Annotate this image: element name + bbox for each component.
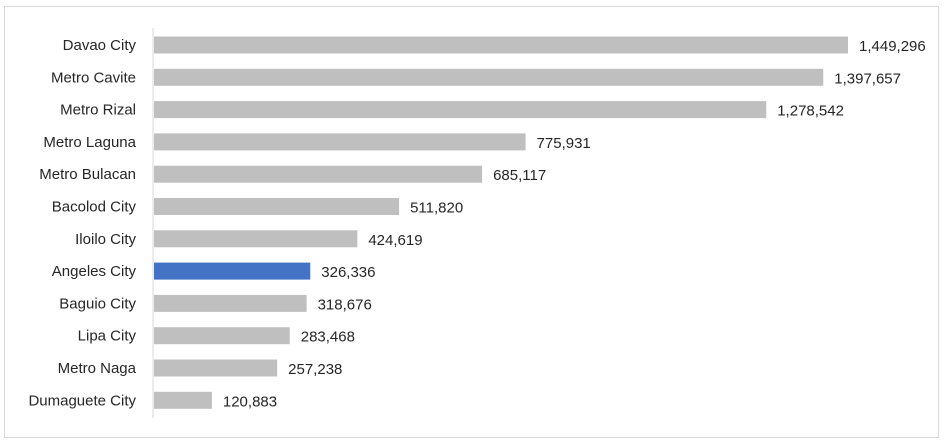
category-label: Dumaguete City	[28, 392, 136, 409]
bar-davao-city	[154, 36, 848, 54]
bar-dumaguete-city	[154, 391, 212, 409]
value-label: 1,449,296	[859, 38, 926, 55]
bar-metro-rizal	[154, 101, 767, 119]
bar-lipa-city	[154, 327, 290, 345]
value-label: 120,883	[223, 393, 277, 410]
bar-baguio-city	[154, 294, 307, 312]
category-label: Metro Cavite	[51, 69, 136, 86]
bar-angeles-city	[154, 262, 311, 280]
category-label: Metro Laguna	[43, 134, 136, 151]
value-labels-group: 1,449,296 1,397,657 1,278,542 775,931 685,11…	[223, 38, 926, 410]
category-label: Metro Naga	[58, 360, 137, 377]
value-label: 318,676	[318, 296, 372, 313]
bar-metro-bulacan	[154, 165, 483, 183]
bar-iloilo-city	[154, 230, 358, 248]
category-label: Davao City	[63, 37, 137, 54]
bar-metro-cavite	[154, 68, 824, 86]
value-label: 1,397,657	[834, 70, 901, 87]
category-label: Baguio City	[59, 295, 136, 312]
category-label: Bacolod City	[52, 199, 137, 216]
category-label: Lipa City	[78, 328, 137, 345]
value-label: 685,117	[493, 167, 546, 184]
category-label: Iloilo City	[75, 231, 136, 248]
value-label: 775,931	[537, 135, 591, 152]
category-label: Metro Rizal	[60, 102, 136, 119]
bar-bacolod-city	[154, 198, 400, 215]
value-label: 511,820	[410, 200, 463, 217]
value-label: 1,278,542	[777, 103, 844, 120]
category-labels-group: Davao City Metro Cavite Metro Rizal Metro L…	[28, 37, 136, 409]
bar-metro-laguna	[154, 133, 526, 151]
value-label: 283,468	[301, 329, 355, 346]
bars-group	[154, 36, 848, 409]
value-label: 424,619	[368, 232, 422, 249]
category-label: Angeles City	[52, 263, 137, 280]
value-label: 326,336	[321, 264, 375, 281]
category-label: Metro Bulacan	[39, 166, 136, 183]
value-label: 257,238	[288, 361, 342, 378]
bar-metro-naga	[154, 359, 278, 377]
